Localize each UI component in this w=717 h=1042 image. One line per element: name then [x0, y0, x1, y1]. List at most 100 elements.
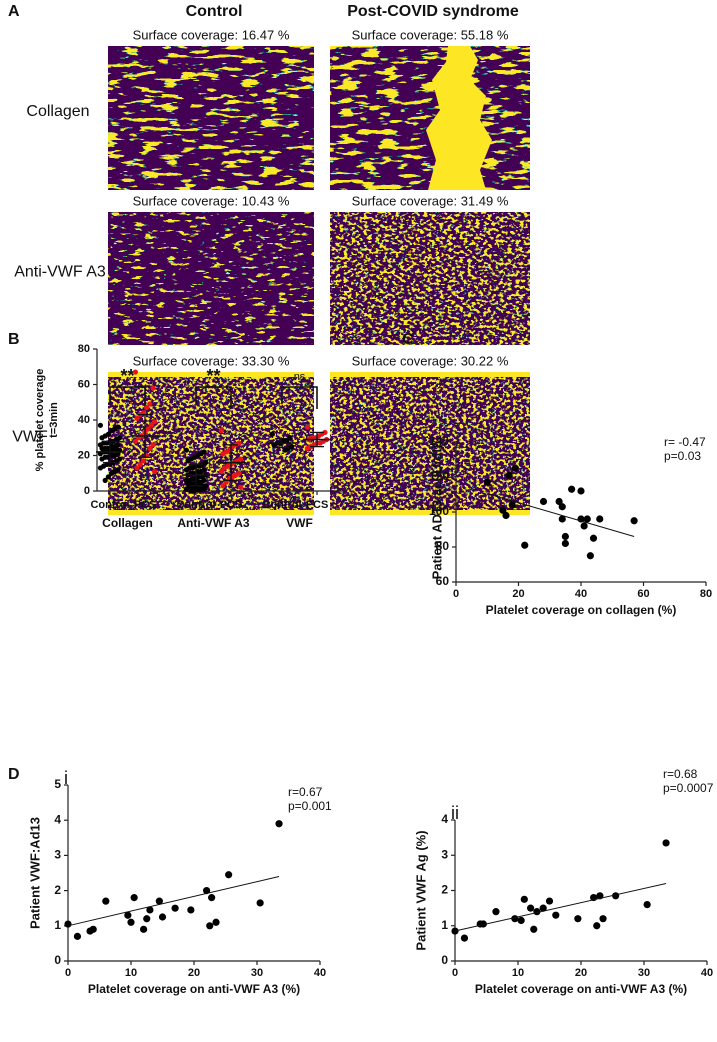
data-point [499, 506, 507, 514]
x-tick-label: PCS [306, 499, 329, 511]
data-point [521, 541, 529, 549]
data-point [256, 899, 264, 907]
coverage-label: Surface coverage: 33.30 % [133, 353, 290, 368]
data-point [212, 918, 220, 926]
x-tick-label: Control [90, 499, 129, 511]
data-point [102, 897, 110, 905]
x-tick-label: 10 [125, 967, 137, 979]
coverage-label: Surface coverage: 30.22 % [352, 353, 509, 368]
x-tick-label: Control [176, 499, 215, 511]
micrograph [108, 212, 314, 345]
coverage-label: Surface coverage: 16.47 % [133, 27, 290, 42]
data-point [150, 442, 156, 448]
significance-label: ns [294, 371, 306, 383]
data-point [511, 915, 519, 923]
data-point [64, 920, 72, 928]
annotation: p=0.03 [664, 449, 701, 463]
x-tick-label: 0 [65, 967, 71, 979]
data-point [99, 456, 105, 462]
significance-bracket [195, 386, 232, 409]
data-point [148, 422, 154, 428]
column-header: Post-COVID syndrome [347, 3, 519, 20]
y-tick-label: 120 [429, 469, 449, 483]
micrograph-edge [108, 510, 314, 515]
data-point [146, 906, 154, 914]
y-tick-label: 2 [441, 883, 448, 897]
y-axis-label: t=3min [48, 402, 60, 438]
y-tick-label: 4 [54, 812, 61, 826]
data-point [134, 415, 140, 421]
data-point [552, 911, 560, 919]
y-tick-label: 0 [54, 953, 61, 967]
platelet-aggregate [426, 46, 492, 190]
panel-label: D [8, 766, 20, 783]
data-point [124, 911, 132, 919]
x-tick-label: 20 [512, 588, 524, 600]
micrograph [330, 46, 530, 190]
x-tick-label: 40 [314, 967, 326, 979]
y-tick-label: 4 [441, 812, 448, 826]
data-point [596, 515, 604, 523]
y-axis-label: Patient VWF Ag (%) [413, 830, 428, 950]
y-tick-label: 60 [78, 378, 90, 390]
coverage-label: Surface coverage: 10.43 % [133, 193, 290, 208]
data-point [530, 925, 538, 933]
coverage-label: Surface coverage: 55.18 % [352, 27, 509, 42]
micrograph-edge [330, 372, 530, 377]
data-point [206, 922, 214, 930]
data-point [539, 497, 548, 506]
data-point [561, 539, 569, 548]
significance-bracket [281, 386, 318, 409]
x-tick-label: 40 [701, 967, 713, 979]
data-point [580, 522, 588, 530]
data-point [479, 920, 487, 928]
panel-label: A [8, 3, 20, 20]
data-point [183, 467, 189, 473]
group-label: Anti-VWF A3 [177, 516, 250, 530]
data-point [97, 465, 103, 471]
data-point [558, 515, 566, 523]
data-point [73, 932, 82, 940]
group-label: VWF [286, 516, 313, 530]
x-tick-label: 30 [638, 967, 650, 979]
coverage-label: Surface coverage: 31.49 % [352, 193, 509, 208]
data-point [643, 901, 651, 909]
x-tick-label: 20 [575, 967, 587, 979]
x-tick-label: Control [262, 499, 301, 511]
data-point [304, 445, 310, 451]
row-label: VWF [12, 429, 48, 446]
data-point [502, 511, 510, 520]
data-point [144, 404, 150, 411]
data-point [147, 445, 153, 451]
data-point [527, 904, 535, 912]
y-axis-label: Patient VWF:Ad13 [27, 817, 42, 929]
data-point [188, 488, 194, 494]
data-point [185, 458, 191, 464]
data-point [630, 517, 638, 525]
data-point [539, 904, 547, 912]
y-tick-label: 40 [78, 414, 90, 426]
x-tick-label: 30 [251, 967, 263, 979]
data-point [218, 468, 224, 475]
data-point [89, 925, 97, 933]
data-point [140, 458, 146, 464]
data-point [520, 895, 528, 903]
significance-bracket [109, 386, 146, 409]
regression-line [67, 876, 280, 927]
data-point [545, 897, 554, 905]
data-point [220, 451, 226, 457]
regression-line [454, 882, 667, 932]
row-label: Collagen [26, 103, 89, 120]
row-label: Anti-VWF A3 [14, 264, 106, 281]
data-point [150, 385, 156, 391]
data-point [145, 426, 151, 432]
y-tick-label: 60 [436, 574, 450, 588]
data-point [568, 485, 576, 493]
data-point [218, 428, 224, 434]
significance-label: ** [120, 366, 134, 386]
x-tick-label: 0 [453, 588, 459, 600]
data-point [662, 839, 670, 847]
data-point [483, 478, 491, 486]
x-tick-label: 80 [700, 588, 712, 600]
